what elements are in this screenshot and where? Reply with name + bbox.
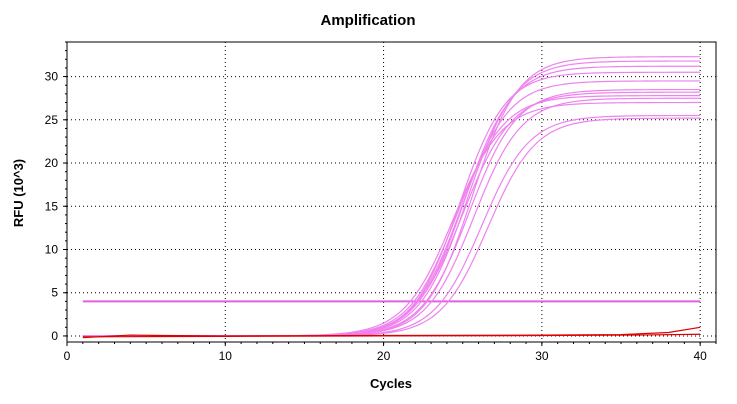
x-tick-label: 40 bbox=[693, 349, 707, 363]
control-layer bbox=[82, 326, 701, 339]
x-tick-label: 20 bbox=[377, 349, 391, 363]
amplification-curve bbox=[82, 95, 701, 337]
y-tick-label: 15 bbox=[45, 199, 59, 213]
x-tick-label: 10 bbox=[219, 349, 233, 363]
y-tick-label: 0 bbox=[51, 329, 58, 343]
control-curve bbox=[82, 333, 701, 338]
amplification-curve bbox=[82, 71, 701, 337]
amplification-curve bbox=[82, 88, 701, 337]
amplification-curve bbox=[82, 117, 701, 337]
axis-ticks: 0 10 20 30 40 0 5 10 15 20 25 30 bbox=[45, 41, 717, 363]
y-tick-label: 5 bbox=[51, 286, 58, 300]
y-tick-label: 30 bbox=[45, 70, 59, 84]
grid-lines bbox=[67, 42, 716, 342]
plot-frame bbox=[66, 41, 717, 343]
amplification-curve bbox=[82, 60, 701, 337]
series-layer bbox=[82, 56, 701, 337]
amplification-curve bbox=[82, 91, 701, 337]
x-tick-label: 30 bbox=[535, 349, 549, 363]
x-axis-label: Cycles bbox=[370, 376, 412, 391]
y-axis-label: RFU (10^3) bbox=[11, 159, 26, 227]
x-tick-label: 0 bbox=[64, 349, 71, 363]
chart-title: Amplification bbox=[320, 12, 415, 29]
amplification-curve bbox=[82, 65, 701, 337]
amplification-curve bbox=[82, 97, 701, 337]
y-tick-label: 25 bbox=[45, 113, 59, 127]
y-tick-label: 10 bbox=[45, 242, 59, 256]
amplification-curve bbox=[82, 114, 701, 337]
y-tick-label: 20 bbox=[45, 156, 59, 170]
